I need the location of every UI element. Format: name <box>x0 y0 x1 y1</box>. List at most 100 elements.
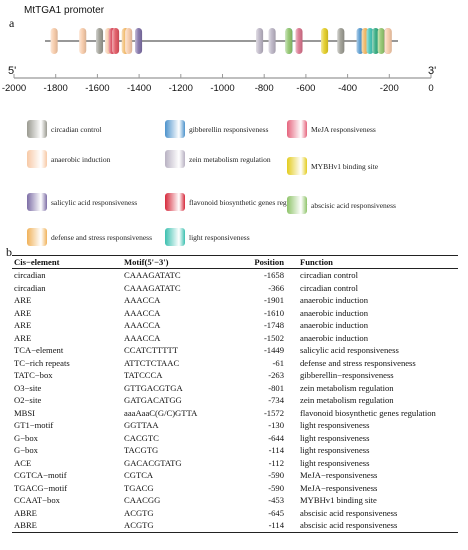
cis-element-marker <box>285 28 293 54</box>
cell-motif: AAACCA <box>124 307 161 318</box>
cell-function: light responsiveness <box>300 432 370 443</box>
table-row: MBSI aaaAaaC(G/C)GTTA -1572 flavonoid biosy… <box>12 407 458 420</box>
cell-function: light responsiveness <box>300 420 370 430</box>
table-row: TC−rich repeats ATTCTCTAAC -61 defense and … <box>12 357 458 370</box>
legend-item: salicylic acid responsiveness <box>27 193 137 211</box>
table-header-row: Cis−element Motif(5'−3') Position Functi… <box>12 255 458 269</box>
panel-a-letter: a <box>9 16 15 30</box>
cell-function: anaerobic induction <box>300 332 369 343</box>
cell-cis-element: ARE <box>14 307 32 318</box>
legend-label: flavonoid biosynthetic genes regulation <box>189 197 308 207</box>
table-row: TGACG−motif TGACG -590 MeJA−responsiveness <box>12 482 458 495</box>
table-row: circadian CAAAGATATC -366 circadian control <box>12 282 458 295</box>
cell-position: -644 <box>268 432 284 443</box>
axis-tick-label: -2000 <box>2 83 26 94</box>
cell-function: light responsiveness <box>300 457 370 468</box>
cell-function: circadian control <box>300 270 358 280</box>
cell-motif: CAACGG <box>124 495 161 505</box>
cell-function: MeJA−responsiveness <box>300 470 378 480</box>
cell-position: -645 <box>268 507 284 518</box>
cis-element-marker <box>79 28 87 54</box>
cell-function: gibberellin−responsiveness <box>300 370 394 380</box>
cell-position: -61 <box>272 357 284 368</box>
cis-element-marker <box>268 28 276 54</box>
cell-cis-element: O3−site <box>14 382 42 393</box>
cell-motif: AAACCA <box>124 295 161 305</box>
cell-cis-element: ARE <box>14 295 32 305</box>
legend-label: salicylic acid responsiveness <box>51 197 138 207</box>
cell-position: -1572 <box>263 407 284 418</box>
cell-cis-element: ARE <box>14 332 32 343</box>
legend-swatch <box>27 193 47 211</box>
legend-swatch <box>287 196 307 214</box>
cell-function: zein metabolism regulation <box>300 382 394 393</box>
cell-motif: GACACGTATG <box>124 457 182 468</box>
cis-element-marker <box>384 28 392 54</box>
legend-label: anaerobic induction <box>51 154 111 164</box>
cell-position: -801 <box>268 382 284 393</box>
legend-label: gibberellin responsiveness <box>189 124 269 134</box>
legend-item: defense and stress responsiveness <box>27 228 152 246</box>
axis-tick-label: -1200 <box>169 83 193 94</box>
cell-motif: CAAAGATATC <box>124 270 181 280</box>
cell-function: defense and stress responsiveness <box>300 357 416 368</box>
cell-position: -453 <box>268 495 284 505</box>
axis-tick-label: -600 <box>296 83 315 94</box>
cis-element-marker <box>96 28 104 54</box>
cell-position: -114 <box>230 519 298 533</box>
axis-tick-label: -200 <box>380 83 399 94</box>
cell-cis-element: ABRE <box>12 519 122 533</box>
legend-item: MYBHv1 binding site <box>287 157 378 175</box>
cell-motif: CGTCA <box>124 470 154 480</box>
cis-element-marker <box>321 28 329 54</box>
cell-cis-element: GT1−motif <box>14 420 54 430</box>
cell-function: MYBHv1 binding site <box>300 495 377 505</box>
table-row: GT1−motif GGTTAA -130 light responsiveness <box>12 419 458 432</box>
cell-position: -1748 <box>263 320 284 330</box>
cis-element-marker <box>295 28 303 54</box>
cis-element-marker <box>125 28 133 54</box>
table-row: TATC−box TATCCCA -263 gibberellin−responsiv… <box>12 369 458 382</box>
cell-motif: TGACG <box>124 482 154 493</box>
cell-cis-element: TGACG−motif <box>14 482 68 493</box>
cis-element-marker <box>372 28 380 54</box>
table-row: O3−site GTTGACGTGA -801 zein metabolism reg… <box>12 382 458 395</box>
cell-cis-element: ACE <box>14 457 32 468</box>
cis-element-marker <box>256 28 264 54</box>
table-row: ARE AAACCA -1502 anaerobic induction <box>12 332 458 345</box>
cell-position: -1502 <box>263 332 284 343</box>
axis-tick-label: -800 <box>255 83 274 94</box>
header-cis-element: Cis−element <box>12 255 122 269</box>
header-position: Position <box>230 255 298 269</box>
cell-position: -130 <box>268 420 284 430</box>
cell-function: light responsiveness <box>300 445 370 455</box>
legend-swatch <box>165 228 185 246</box>
legend-item: anaerobic induction <box>27 150 110 168</box>
table-row: ARE AAACCA -1610 anaerobic induction <box>12 307 458 320</box>
table-row: ACE GACACGTATG -112 light responsiveness <box>12 457 458 470</box>
cis-element-marker <box>366 28 374 54</box>
cis-element-marker <box>337 28 345 54</box>
cell-function: circadian control <box>300 282 358 293</box>
cell-cis-element: ARE <box>14 320 32 330</box>
legend-label: zein metabolism regulation <box>189 154 271 164</box>
cell-motif: GGTTAA <box>124 420 159 430</box>
legend-label: circadian control <box>51 124 102 134</box>
header-motif: Motif(5'−3') <box>122 255 230 269</box>
cell-cis-element: MBSI <box>14 407 36 418</box>
axis-tick-label: -1000 <box>210 83 234 94</box>
legend-label: abscisic acid responsiveness <box>311 200 396 210</box>
table-row: TCA−element CCATCTTTTT -1449 salicylic acid… <box>12 344 458 357</box>
legend-item: abscisic acid responsiveness <box>287 196 396 214</box>
cell-motif: ACGTG <box>124 507 154 518</box>
legend-item: zein metabolism regulation <box>165 150 271 168</box>
cell-motif: TATCCCA <box>124 370 163 380</box>
table-row: G−box TACGTG -114 light responsiveness <box>12 444 458 457</box>
cell-motif: ATTCTCTAAC <box>124 357 180 368</box>
legend-swatch <box>165 193 185 211</box>
legend-swatch <box>165 120 185 138</box>
cell-motif: TACGTG <box>124 445 159 455</box>
cell-function: anaerobic induction <box>300 320 369 330</box>
legend-item: gibberellin responsiveness <box>165 120 268 138</box>
